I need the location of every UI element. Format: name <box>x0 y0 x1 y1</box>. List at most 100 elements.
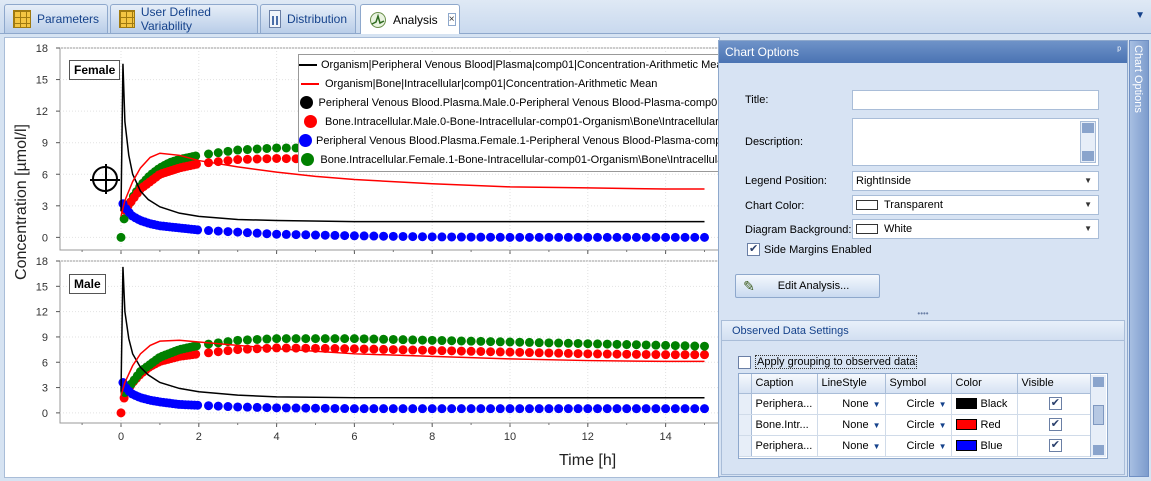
legend-item[interactable]: Peripheral Venous Blood.Plasma.Female.1-… <box>299 131 720 150</box>
legend-position-dropdown[interactable]: RightInside ▼ <box>852 171 1099 191</box>
tab-user-defined-variability[interactable]: User Defined Variability <box>110 4 258 33</box>
legend-label: Organism|Bone|Intracellular|comp01|Conce… <box>321 78 657 90</box>
chevron-down-icon[interactable]: ▼ <box>1084 200 1092 209</box>
diagram-background-dropdown[interactable]: White ▼ <box>852 219 1099 239</box>
data-point <box>593 349 602 358</box>
chevron-down-icon[interactable]: ▼ <box>873 442 881 451</box>
row-selector[interactable] <box>739 435 751 456</box>
caption-cell[interactable]: Bone.Intr... <box>751 414 817 435</box>
edit-analysis-button[interactable]: ✎ Edit Analysis... <box>735 274 880 298</box>
linestyle-cell[interactable]: None ▼ <box>817 393 885 414</box>
data-point <box>544 338 553 347</box>
side-margins-checkbox[interactable] <box>747 243 760 256</box>
table-row[interactable]: Bone.Intr... None ▼ Circle ▼ Red <box>739 414 1091 435</box>
scroll-down-icon[interactable] <box>1093 445 1104 455</box>
pencil-icon: ✎ <box>736 278 762 295</box>
data-point <box>593 339 602 348</box>
title-input[interactable] <box>852 90 1099 110</box>
visible-cell[interactable] <box>1017 435 1091 456</box>
linestyle-cell[interactable]: None ▼ <box>817 414 885 435</box>
row-selector[interactable] <box>739 414 751 435</box>
legend-item[interactable]: Organism|Peripheral Venous Blood|Plasma|… <box>299 55 720 74</box>
symbol-cell[interactable]: Circle ▼ <box>885 435 951 456</box>
data-point <box>262 335 271 344</box>
tab-parameters[interactable]: Parameters <box>4 4 108 33</box>
apply-grouping-row[interactable]: Apply grouping to observed data <box>738 355 917 369</box>
scroll-down-icon[interactable] <box>1082 151 1094 161</box>
chevron-down-icon[interactable]: ▼ <box>873 400 881 409</box>
tab-analysis[interactable]: Analysis × <box>360 4 460 34</box>
description-scrollbar[interactable] <box>1080 121 1096 163</box>
chart-legend[interactable]: Organism|Peripheral Venous Blood|Plasma|… <box>298 54 720 172</box>
table-row[interactable]: Periphera... None ▼ Circle ▼ Black <box>739 393 1091 414</box>
chart-area[interactable]: 18 15 12 9 6 3 0 18 15 12 9 6 3 0 0 2 4 6 8 10 12 14 Concentr… <box>4 37 720 478</box>
y-tick-label: 9 <box>42 138 48 150</box>
data-point <box>204 340 213 349</box>
scroll-thumb[interactable] <box>1093 405 1104 425</box>
data-point <box>408 346 417 355</box>
close-icon[interactable]: × <box>448 13 456 26</box>
legend-item[interactable]: Bone.Intracellular.Male.0-Bone-Intracell… <box>299 112 720 131</box>
caption-cell[interactable]: Periphera... <box>751 393 817 414</box>
data-point <box>243 403 252 412</box>
data-point <box>321 231 330 240</box>
visible-checkbox[interactable] <box>1049 439 1062 452</box>
column-header-symbol[interactable]: Symbol <box>885 374 951 393</box>
grid-scrollbar[interactable] <box>1090 375 1106 457</box>
chart-options-side-tab[interactable]: Chart Options <box>1129 40 1149 477</box>
visible-cell[interactable] <box>1017 414 1091 435</box>
data-point <box>360 334 369 343</box>
legend-item[interactable]: Bone.Intracellular.Female.1-Bone-Intrace… <box>299 150 720 169</box>
side-margins-row[interactable]: Side Margins Enabled <box>747 243 872 256</box>
data-point <box>350 344 359 353</box>
scroll-up-icon[interactable] <box>1082 123 1094 133</box>
chevron-down-icon[interactable]: ▼ <box>1084 176 1092 185</box>
apply-grouping-checkbox[interactable] <box>738 356 751 369</box>
data-point <box>574 349 583 358</box>
column-header-caption[interactable]: Caption <box>751 374 817 393</box>
data-point <box>486 233 495 242</box>
visible-checkbox[interactable] <box>1049 418 1062 431</box>
color-cell[interactable]: Blue <box>951 435 1017 456</box>
chevron-down-icon[interactable]: ▼ <box>939 400 947 409</box>
legend-item[interactable]: Peripheral Venous Blood.Plasma.Male.0-Pe… <box>299 93 720 112</box>
panel-splitter[interactable]: •••• <box>719 312 1127 317</box>
data-point <box>272 154 281 163</box>
scroll-up-icon[interactable] <box>1093 377 1104 387</box>
chevron-down-icon[interactable]: ▼ <box>873 421 881 430</box>
caption-cell[interactable]: Periphera... <box>751 435 817 456</box>
tab-list-dropdown-icon[interactable]: ▼ <box>1135 10 1145 21</box>
row-selector[interactable] <box>739 393 751 414</box>
x-tick-label: 10 <box>504 431 516 443</box>
chevron-down-icon[interactable]: ▼ <box>939 421 947 430</box>
data-point <box>525 338 534 347</box>
data-point <box>681 350 690 359</box>
pin-icon[interactable]: ᵖ <box>1117 45 1121 56</box>
data-point <box>389 345 398 354</box>
description-textarea[interactable] <box>852 118 1099 166</box>
chart-color-dropdown[interactable]: Transparent ▼ <box>852 195 1099 215</box>
column-header-color[interactable]: Color <box>951 374 1017 393</box>
legend-dot-icon <box>300 96 313 109</box>
column-header-linestyle[interactable]: LineStyle <box>817 374 885 393</box>
legend-item[interactable]: Organism|Bone|Intracellular|comp01|Conce… <box>299 74 720 93</box>
color-name: Black <box>981 398 1008 410</box>
visible-checkbox[interactable] <box>1049 397 1062 410</box>
color-cell[interactable]: Black <box>951 393 1017 414</box>
chevron-down-icon[interactable]: ▼ <box>1084 224 1092 233</box>
edit-analysis-label: Edit Analysis... <box>762 280 879 292</box>
symbol-cell[interactable]: Circle ▼ <box>885 414 951 435</box>
chevron-down-icon[interactable]: ▼ <box>939 442 947 451</box>
data-point <box>223 402 232 411</box>
data-point <box>554 404 563 413</box>
column-header-visible[interactable]: Visible <box>1017 374 1091 393</box>
data-point <box>681 341 690 350</box>
data-point <box>301 230 310 239</box>
color-cell[interactable]: Red <box>951 414 1017 435</box>
linestyle-cell[interactable]: None ▼ <box>817 435 885 456</box>
table-row[interactable]: Periphera... None ▼ Circle ▼ Blue <box>739 435 1091 456</box>
visible-cell[interactable] <box>1017 393 1091 414</box>
data-point <box>496 337 505 346</box>
tab-distribution[interactable]: Distribution <box>260 4 356 33</box>
symbol-cell[interactable]: Circle ▼ <box>885 393 951 414</box>
